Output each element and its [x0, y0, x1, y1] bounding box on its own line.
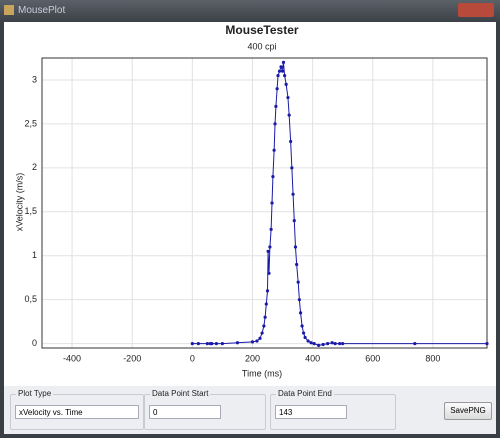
data-point [263, 315, 267, 319]
y-tick-label: 1 [32, 250, 37, 260]
data-point [289, 139, 293, 144]
end-group: Data Point End 143 [270, 389, 396, 430]
data-point [326, 342, 330, 346]
x-tick-label: 600 [365, 353, 380, 363]
data-point [341, 342, 345, 346]
data-point [271, 175, 275, 179]
data-point [258, 336, 262, 340]
data-point [413, 342, 417, 346]
x-tick-label: 200 [245, 353, 260, 363]
numeric-input[interactable]: 143 [275, 405, 347, 419]
data-point [270, 201, 274, 205]
y-axis-label: xVelocity (m/s) [14, 173, 24, 232]
plot-frame [41, 57, 488, 349]
data-point [330, 341, 334, 345]
data-point [279, 65, 283, 69]
data-point [296, 280, 300, 284]
data-point [485, 342, 489, 346]
x-tick-label: 400 [305, 353, 320, 363]
x-tick-label: -200 [123, 353, 141, 363]
chart-background [4, 22, 496, 386]
data-point [295, 262, 299, 267]
data-point [235, 341, 240, 345]
chart: MouseTester 400 cpi Time (ms) xVelocity … [4, 22, 496, 386]
x-tick-label: 0 [190, 353, 195, 363]
data-point [292, 218, 296, 223]
data-point [266, 249, 270, 253]
data-point [290, 166, 294, 170]
data-point [293, 245, 298, 249]
control-panel: Plot Type xVelocity vs. Time Data Point S… [4, 386, 496, 434]
data-point [309, 341, 313, 345]
y-tick-label: 0,5 [24, 294, 37, 304]
data-point [264, 302, 268, 306]
data-point [300, 324, 304, 328]
data-point [269, 227, 273, 231]
data-point [333, 342, 337, 346]
data-point [260, 331, 264, 335]
data-point [265, 289, 270, 293]
title-bar: MousePlot [0, 0, 500, 22]
y-tick-label: 2 [32, 162, 37, 172]
data-point [190, 342, 194, 346]
data-point [280, 69, 285, 73]
data-point [205, 342, 209, 346]
data-point [196, 342, 200, 346]
close-button[interactable] [458, 3, 494, 17]
y-tick-label: 0 [32, 338, 37, 348]
data-point [214, 342, 218, 346]
data-point [297, 298, 301, 302]
data-point [273, 122, 277, 126]
data-point [303, 335, 307, 340]
data-point [298, 311, 303, 315]
data-point [312, 342, 316, 346]
y-tick-label: 3 [32, 74, 37, 84]
x-tick-label: 800 [425, 353, 440, 363]
data-point [306, 339, 310, 343]
chart-title: MouseTester [225, 23, 298, 37]
app-icon [4, 5, 14, 15]
data-point [291, 192, 295, 196]
data-point [274, 104, 278, 108]
data-point [317, 343, 321, 347]
data-point [338, 342, 342, 346]
data-point [220, 342, 225, 346]
combo-box[interactable]: xVelocity vs. Time [15, 405, 139, 419]
data-point [287, 113, 291, 117]
data-point [286, 95, 290, 100]
data-point [301, 331, 306, 335]
numeric-input[interactable]: 0 [149, 405, 221, 419]
start-group: Data Point Start 0 [144, 389, 266, 430]
chart-subtitle: 400 cpi [247, 41, 276, 51]
data-point [250, 340, 255, 344]
data-point [321, 342, 325, 347]
group-label: Plot Type [16, 389, 54, 398]
data-point [255, 339, 259, 343]
group-label: Data Point Start [150, 389, 211, 398]
data-point [277, 69, 282, 73]
data-point [262, 324, 266, 328]
data-point [276, 73, 280, 78]
data-point [275, 87, 279, 91]
y-tick-label: 1,5 [24, 206, 37, 216]
x-axis-label: Time (ms) [242, 368, 282, 378]
plot-type-group: Plot Type xVelocity vs. Time [10, 389, 144, 430]
data-point [272, 148, 276, 152]
data-point [267, 271, 271, 275]
data-point [283, 73, 287, 78]
y-tick-label: 2,5 [24, 118, 37, 128]
data-point [281, 60, 286, 64]
data-point [210, 342, 214, 346]
data-point [268, 245, 272, 249]
save-button[interactable]: SavePNG [444, 402, 492, 420]
window-title: MousePlot [18, 5, 66, 16]
x-tick-label: -400 [63, 353, 81, 363]
data-point [284, 82, 288, 86]
group-label: Data Point End [276, 389, 334, 398]
